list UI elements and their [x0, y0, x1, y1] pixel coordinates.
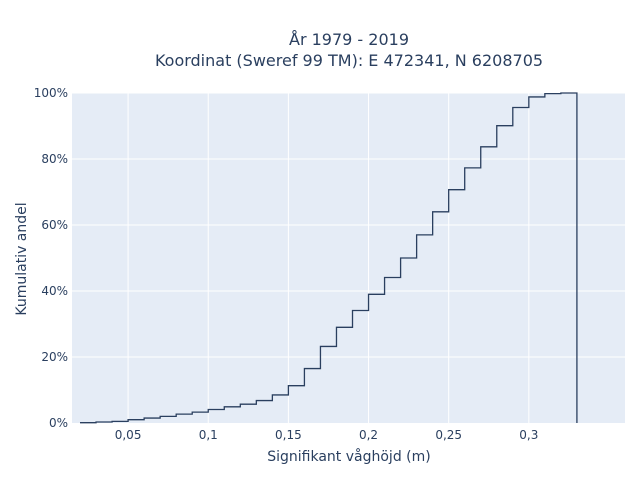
y-gridlines: [72, 92, 625, 358]
x-tick-labels: 0,05 0,1 0,15 0,2 0,25 0,3: [115, 428, 539, 442]
y-tick-label: 0%: [49, 416, 68, 430]
y-tick-label: 20%: [41, 350, 68, 364]
x-tick-label: 0,25: [435, 428, 462, 442]
cdf-step-line: [80, 92, 578, 424]
x-axis-title: Signifikant våghöjd (m): [267, 448, 430, 465]
x-tick-label: 0,2: [359, 428, 378, 442]
chart-title-line-1: År 1979 - 2019: [289, 30, 409, 49]
x-tick-label: 0,15: [275, 428, 302, 442]
chart-title-line-2: Koordinat (Sweref 99 TM): E 472341, N 62…: [155, 51, 543, 70]
x-tick-label: 0,1: [199, 428, 218, 442]
y-tick-label: 60%: [41, 218, 68, 232]
plot-area: [72, 93, 625, 423]
y-axis-title: Kumulativ andel: [14, 202, 30, 315]
x-tick-label: 0,05: [115, 428, 142, 442]
x-gridlines: [127, 93, 530, 423]
x-tick-label: 0,3: [519, 428, 538, 442]
y-tick-label: 40%: [41, 284, 68, 298]
y-tick-label: 80%: [41, 152, 68, 166]
y-tick-labels: 0% 20% 40% 60% 80% 100%: [34, 86, 68, 430]
y-tick-label: 100%: [34, 86, 68, 100]
